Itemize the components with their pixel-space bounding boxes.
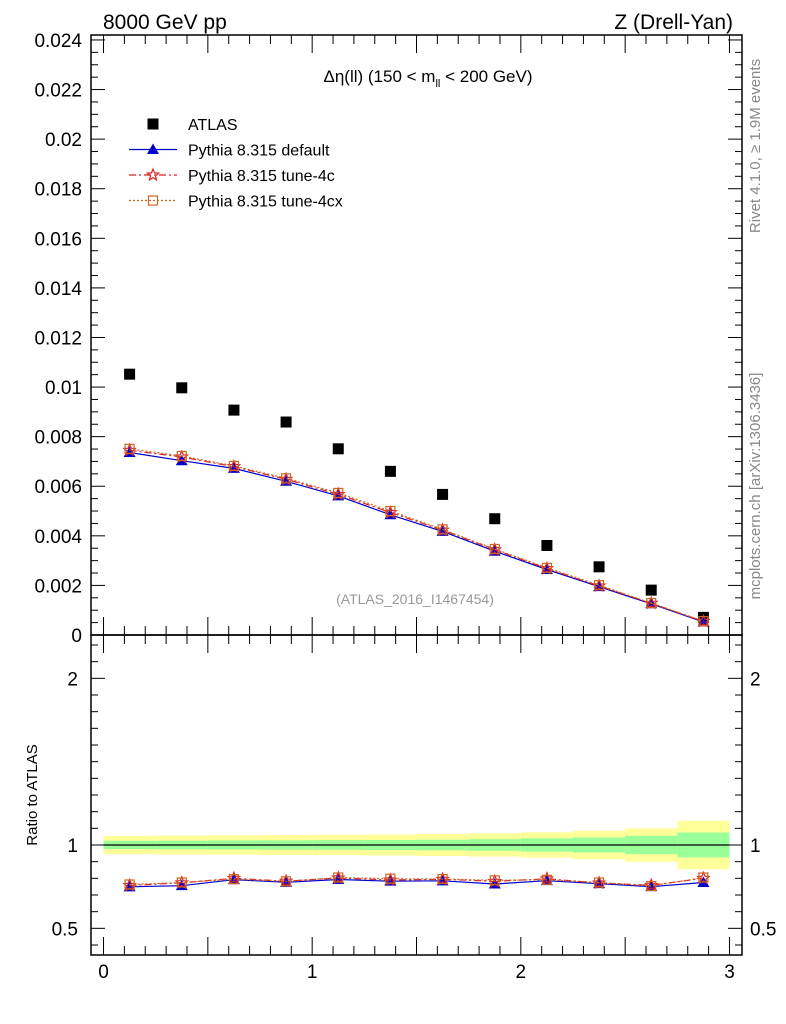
data-point-atlas	[124, 368, 136, 380]
legend-label-pythia-8-315-tune-4c: Pythia 8.315 tune-4c	[188, 168, 335, 185]
x-tick-label: 0	[98, 962, 109, 983]
series-line-pythia-8-315-default	[129, 451, 704, 623]
analysis-id-label: (ATLAS_2016_I1467454)	[336, 591, 494, 607]
ratio-point-pythia-8-315-tune-4cx	[541, 874, 553, 885]
y-tick-label: 0.014	[34, 279, 82, 300]
legend-marker-pythia-8-315-default	[147, 143, 159, 154]
data-point-atlas	[541, 539, 553, 551]
mcplots-label: mcplots.cern.ch [arXiv:1306.3436]	[747, 373, 764, 600]
ratio-point-pythia-8-315-tune-4cx	[176, 877, 187, 888]
energy-label: 8000 GeV pp	[103, 11, 227, 34]
main-plot-area	[122, 368, 711, 628]
data-point-pythia-8-315-tune-4cx	[124, 443, 135, 454]
data-point-pythia-8-315-tune-4cx	[646, 597, 657, 609]
series-line-pythia-8-315-tune-4c	[129, 449, 704, 622]
ratio-frame	[90, 634, 743, 956]
data-point-atlas	[332, 443, 344, 455]
data-point-pythia-8-315-tune-4cx	[437, 524, 448, 535]
data-point-atlas	[593, 561, 605, 573]
data-point-pythia-8-315-tune-4cx	[228, 460, 240, 472]
y-tick-label: 0.012	[34, 328, 82, 349]
ratio-point-pythia-8-315-tune-4cx	[280, 876, 292, 887]
plot-title: Δη(ll) (150 < mll < 200 GeV)	[323, 67, 532, 90]
ratio-point-pythia-8-315-tune-4cx	[124, 879, 135, 890]
ratio-plot-area	[103, 820, 730, 892]
legend-marker-pythia-8-315-tune-4cx	[147, 195, 159, 206]
ratio-y-tick-label-left: 1	[67, 836, 78, 857]
ratio-point-pythia-8-315-tune-4cx	[437, 873, 448, 885]
ratio-point-pythia-8-315-tune-4cx	[698, 872, 709, 883]
y-tick-label: 0.002	[34, 576, 82, 597]
data-point-atlas	[489, 513, 501, 525]
x-tick-label: 3	[724, 962, 735, 983]
main-y-axis: 0.002 0.004 0.006 0.008 0.01 0.012 0.014 0.016 0…	[34, 31, 742, 647]
data-point-pythia-8-315-tune-4cx	[280, 473, 292, 484]
y-tick-label: 0.008	[34, 428, 82, 449]
y-tick-label: 0.022	[34, 81, 82, 102]
data-point-pythia-8-315-tune-4cx	[541, 562, 553, 573]
ratio-point-pythia-8-315-tune-4cx	[593, 877, 605, 888]
data-point-atlas	[228, 404, 240, 416]
data-point-pythia-8-315-tune-4cx	[385, 505, 396, 517]
ratio-y-tick-label-right: 1	[750, 836, 761, 857]
data-point-atlas	[384, 465, 396, 477]
legend-marker-pythia-8-315-tune-4c	[145, 167, 161, 182]
data-point-atlas	[280, 416, 292, 428]
legend-label-pythia-8-315-tune-4cx: Pythia 8.315 tune-4cx	[188, 194, 343, 211]
process-label: Z (Drell-Yan)	[614, 11, 733, 34]
y-tick-label: 0.02	[45, 130, 82, 151]
ratio-panel: 0.5 0.5 1 1 2 2 0 1 2 3 Ratio to ATLAS	[24, 634, 776, 983]
data-point-pythia-8-315-tune-4cx	[593, 580, 605, 591]
y-tick-label: 0.016	[34, 229, 82, 250]
ratio-point-pythia-8-315-tune-4cx	[646, 880, 657, 892]
data-point-atlas	[176, 382, 188, 394]
ratio-point-pythia-8-315-tune-4cx	[385, 873, 396, 884]
rivet-version-label: Rivet 4.1.0, ≥ 1.9M events	[747, 59, 764, 233]
data-point-atlas	[645, 584, 657, 596]
y-tick-label: 0.01	[45, 378, 82, 399]
x-tick-label: 2	[516, 962, 527, 983]
main-panel: 0.002 0.004 0.006 0.008 0.01 0.012 0.014 0.016 0…	[34, 31, 743, 647]
y-zero-label: 0	[71, 626, 82, 647]
ratio-line-pythia-8-315-default	[129, 878, 704, 888]
data-point-pythia-8-315-tune-4cx	[698, 616, 709, 627]
data-point-pythia-8-315-tune-4cx	[489, 543, 500, 555]
ratio-line-pythia-8-315-tune-4c	[129, 877, 704, 887]
legend-marker-atlas	[147, 118, 159, 130]
ratio-x-axis: 0 1 2 3	[98, 635, 735, 983]
legend-label-pythia-8-315-default: Pythia 8.315 default	[188, 143, 330, 160]
ratio-y-axis-label: Ratio to ATLAS	[24, 744, 41, 845]
data-point-pythia-8-315-tune-4cx	[333, 487, 344, 499]
y-tick-label: 0.018	[34, 180, 82, 201]
series-line-pythia-8-315-tune-4cx	[129, 448, 704, 622]
ratio-y-tick-label-left: 0.5	[52, 919, 78, 940]
ratio-y-tick-label-right: 0.5	[750, 919, 776, 940]
x-tick-label: 1	[307, 962, 318, 983]
legend-label-atlas: ATLAS	[188, 117, 238, 134]
y-tick-label: 0.006	[34, 477, 82, 498]
legend: ATLAS Pythia 8.315 default Pythia 8.315 tu…	[129, 117, 343, 211]
ratio-y-tick-label-left: 2	[67, 669, 78, 690]
y-tick-label: 0.024	[34, 31, 82, 52]
ratio-point-pythia-8-315-tune-4cx	[333, 872, 344, 883]
ratio-y-tick-label-right: 2	[750, 669, 761, 690]
ratio-point-pythia-8-315-tune-4cx	[228, 874, 240, 885]
data-point-atlas	[437, 488, 449, 500]
ratio-point-pythia-8-315-tune-4cx	[489, 875, 500, 886]
data-point-pythia-8-315-tune-4cx	[176, 450, 187, 462]
ratio-y-axis: 0.5 0.5 1 1 2 2	[52, 644, 776, 946]
y-tick-label: 0.004	[34, 527, 82, 548]
main-x-ticks	[103, 35, 730, 635]
